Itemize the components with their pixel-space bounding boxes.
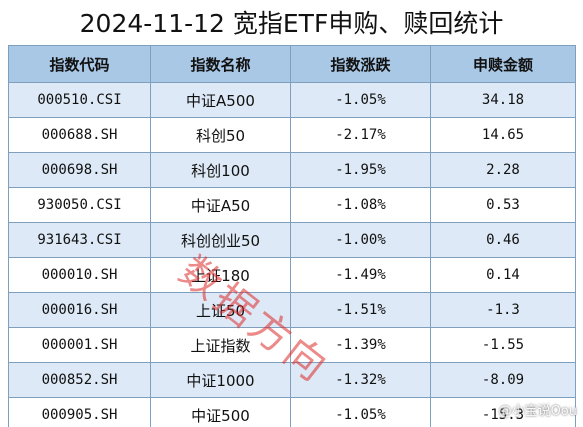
table-row: 000510.CSI 中证A500 -1.05% 34.18 [8, 82, 576, 118]
table-cell: -1.3 [430, 292, 576, 328]
table-cell: 上证50 [150, 292, 291, 328]
table-cell: 中证500 [150, 397, 291, 427]
header-cell: 指数涨跌 [290, 45, 431, 83]
table-cell: -1.95% [290, 152, 431, 188]
table-row: 000010.SH 上证180 -1.49% 0.14 [8, 257, 576, 293]
table-cell: -2.17% [290, 117, 431, 153]
table-cell: 科创100 [150, 152, 291, 188]
table-cell: 2.28 [430, 152, 576, 188]
table-body: 000510.CSI 中证A500 -1.05% 34.18 000688.SH 科创50… [8, 82, 576, 427]
table-cell: 0.53 [430, 187, 576, 223]
header-cell: 指数代码 [8, 45, 151, 83]
title: 2024-11-12 宽指ETF申购、赎回统计 [79, 9, 504, 38]
table-cell: 000510.CSI [8, 82, 151, 118]
table-cell: -1.39% [290, 327, 431, 363]
table-cell: 000698.SH [8, 152, 151, 188]
header-cell: 申赎金额 [430, 45, 576, 83]
table-cell: 科创50 [150, 117, 291, 153]
table-cell: 上证指数 [150, 327, 291, 363]
table-cell: -1.05% [290, 397, 431, 427]
table-cell: -1.51% [290, 292, 431, 328]
table-cell: 000905.SH [8, 397, 151, 427]
credit: @小宝说Oou [498, 404, 577, 419]
table-cell: 中证A500 [150, 82, 291, 118]
table-row: 000001.SH 上证指数 -1.39% -1.55 [8, 327, 576, 363]
table-cell: 34.18 [430, 82, 576, 118]
table-row: 000905.SH 中证500 -1.05% -15.3 [8, 397, 576, 427]
table-cell: 中证1000 [150, 362, 291, 398]
table-cell: -1.05% [290, 82, 431, 118]
header-cell: 指数名称 [150, 45, 291, 83]
table-cell: 中证A50 [150, 187, 291, 223]
table-cell: -1.55 [430, 327, 576, 363]
table-cell: 0.46 [430, 222, 576, 258]
table-cell: -1.00% [290, 222, 431, 258]
table-cell: 931643.CSI [8, 222, 151, 258]
table-cell: 000016.SH [8, 292, 151, 328]
table-cell: 930050.CSI [8, 187, 151, 223]
header-row: 指数代码 指数名称 指数涨跌 申赎金额 [8, 45, 576, 83]
table-row: 000698.SH 科创100 -1.95% 2.28 [8, 152, 576, 188]
table-cell: 14.65 [430, 117, 576, 153]
table-cell: 000010.SH [8, 257, 151, 293]
table-row: 930050.CSI 中证A50 -1.08% 0.53 [8, 187, 576, 223]
table-cell: 科创创业50 [150, 222, 291, 258]
table-cell: 000852.SH [8, 362, 151, 398]
table-row: 000688.SH 科创50 -2.17% 14.65 [8, 117, 576, 153]
table-cell: -8.09 [430, 362, 576, 398]
table-row: 000016.SH 上证50 -1.51% -1.3 [8, 292, 576, 328]
table-cell: 000001.SH [8, 327, 151, 363]
table-row: 000852.SH 中证1000 -1.32% -8.09 [8, 362, 576, 398]
table-cell: -1.08% [290, 187, 431, 223]
table-row: 931643.CSI 科创创业50 -1.00% 0.46 [8, 222, 576, 258]
table-cell: 0.14 [430, 257, 576, 293]
table-cell: 上证180 [150, 257, 291, 293]
table-cell: 000688.SH [8, 117, 151, 153]
data-table: 指数代码 指数名称 指数涨跌 申赎金额 000510.CSI 中证A500 -1.05% 3… [8, 45, 576, 427]
table-cell: -1.49% [290, 257, 431, 293]
table-cell: -15.3 [430, 397, 576, 427]
